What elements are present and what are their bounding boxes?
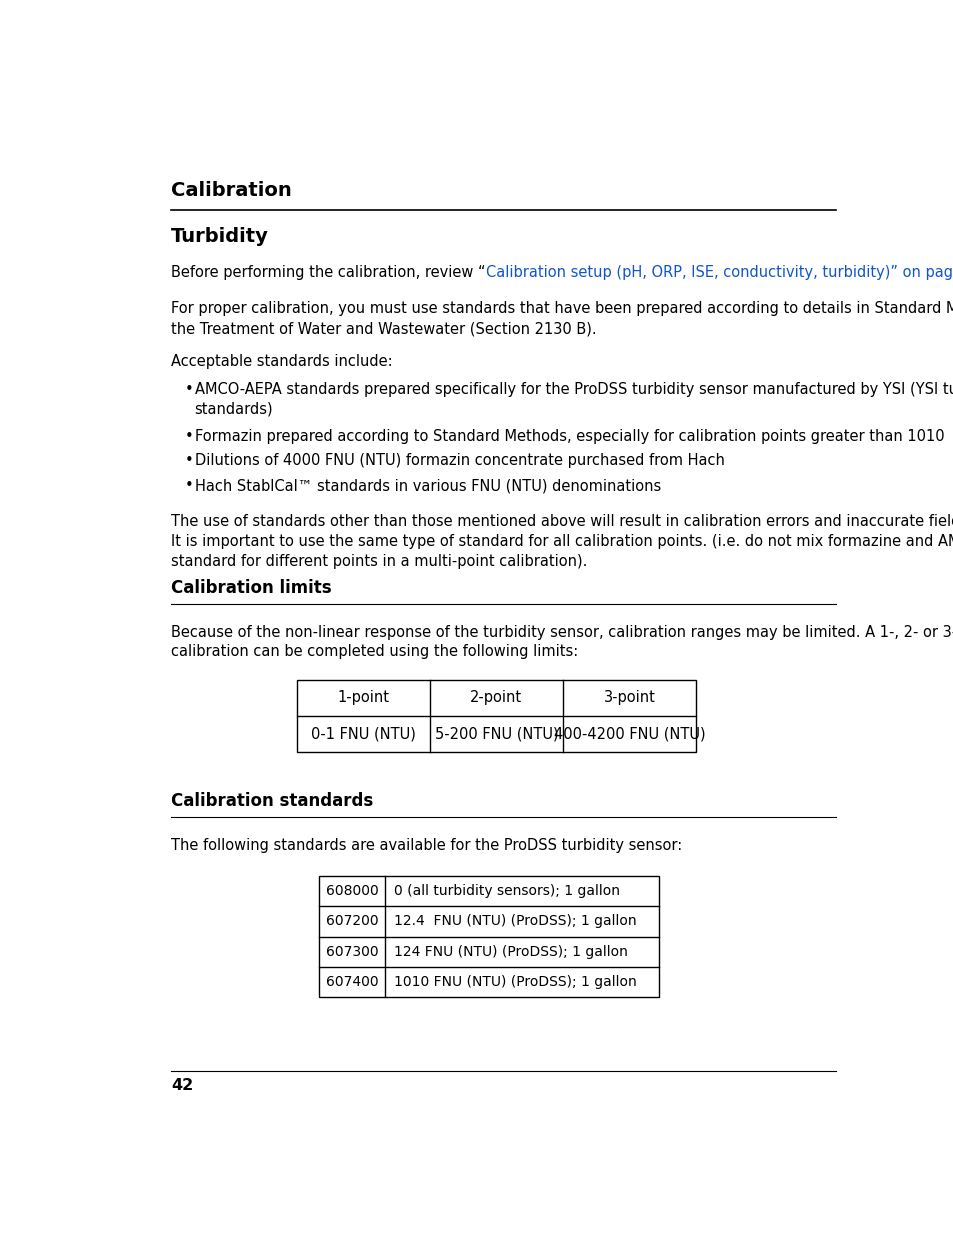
Text: Acceptable standards include:: Acceptable standards include: — [171, 353, 393, 368]
Text: 0-1 FNU (NTU): 0-1 FNU (NTU) — [311, 726, 416, 741]
Text: 607400: 607400 — [326, 976, 378, 989]
Bar — [296, 679, 696, 752]
Text: Hach StablCal™ standards in various FNU (NTU) denominations: Hach StablCal™ standards in various FNU … — [194, 478, 660, 493]
Text: 400-4200 FNU (NTU): 400-4200 FNU (NTU) — [553, 726, 704, 741]
Text: Turbidity: Turbidity — [171, 227, 269, 246]
Bar — [318, 876, 659, 998]
Text: 3-point: 3-point — [603, 690, 655, 705]
Text: 607300: 607300 — [326, 945, 378, 958]
Text: Because of the non-linear response of the turbidity sensor, calibration ranges m: Because of the non-linear response of th… — [171, 625, 953, 659]
Text: •: • — [184, 478, 193, 493]
Text: For proper calibration, you must use standards that have been prepared according: For proper calibration, you must use sta… — [171, 301, 953, 336]
Text: Formazin prepared according to Standard Methods, especially for calibration poin: Formazin prepared according to Standard … — [194, 429, 943, 443]
Text: 607200: 607200 — [326, 914, 378, 929]
Text: •: • — [184, 382, 193, 398]
Text: Calibration limits: Calibration limits — [171, 579, 332, 597]
Text: 42: 42 — [171, 1078, 193, 1093]
Text: 608000: 608000 — [325, 884, 378, 898]
Text: 1010 FNU (NTU) (ProDSS); 1 gallon: 1010 FNU (NTU) (ProDSS); 1 gallon — [394, 976, 637, 989]
Text: Calibration standards: Calibration standards — [171, 792, 373, 810]
Text: 124 FNU (NTU) (ProDSS); 1 gallon: 124 FNU (NTU) (ProDSS); 1 gallon — [394, 945, 627, 958]
Text: •: • — [184, 453, 193, 468]
Text: •: • — [184, 429, 193, 443]
Text: Before performing the calibration, review “: Before performing the calibration, revie… — [171, 266, 485, 280]
Text: 0 (all turbidity sensors); 1 gallon: 0 (all turbidity sensors); 1 gallon — [394, 884, 619, 898]
Text: 2-point: 2-point — [470, 690, 522, 705]
Text: 12.4  FNU (NTU) (ProDSS); 1 gallon: 12.4 FNU (NTU) (ProDSS); 1 gallon — [394, 914, 637, 929]
Text: The following standards are available for the ProDSS turbidity sensor:: The following standards are available fo… — [171, 837, 681, 852]
Text: 1-point: 1-point — [336, 690, 389, 705]
Text: 5-200 FNU (NTU): 5-200 FNU (NTU) — [434, 726, 558, 741]
Text: Calibration setup (pH, ORP, ISE, conductivity, turbidity)” on page 33: Calibration setup (pH, ORP, ISE, conduct… — [485, 266, 953, 280]
Text: AMCO-AEPA standards prepared specifically for the ProDSS turbidity sensor manufa: AMCO-AEPA standards prepared specificall… — [194, 382, 953, 417]
Text: The use of standards other than those mentioned above will result in calibration: The use of standards other than those me… — [171, 514, 953, 569]
Text: Calibration: Calibration — [171, 182, 292, 200]
Text: Dilutions of 4000 FNU (NTU) formazin concentrate purchased from Hach: Dilutions of 4000 FNU (NTU) formazin con… — [194, 453, 723, 468]
